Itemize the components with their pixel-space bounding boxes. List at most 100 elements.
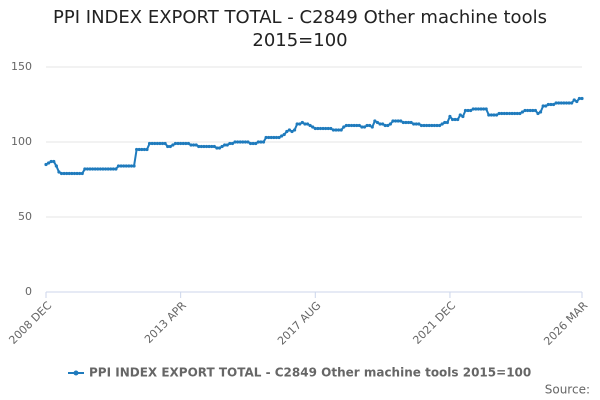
point [396, 119, 400, 123]
point [326, 126, 330, 131]
point [83, 167, 87, 171]
point [228, 141, 232, 146]
point [168, 144, 172, 149]
point [230, 141, 235, 146]
point [173, 141, 178, 146]
point [282, 132, 286, 137]
point [67, 171, 71, 176]
point [487, 113, 491, 117]
point [378, 122, 382, 126]
point [448, 114, 452, 119]
point [153, 141, 157, 146]
point [541, 104, 545, 108]
point [417, 122, 421, 126]
point [419, 123, 424, 128]
point [272, 135, 276, 140]
point [197, 144, 201, 149]
point [295, 122, 299, 126]
point [562, 101, 566, 105]
point [140, 147, 144, 152]
point [523, 108, 527, 113]
point [313, 126, 317, 131]
point [236, 140, 240, 144]
point [510, 111, 514, 116]
point [580, 96, 584, 101]
point [557, 101, 561, 105]
point [158, 141, 162, 146]
point [285, 129, 289, 134]
point [261, 140, 266, 144]
point [388, 122, 392, 126]
point [334, 128, 338, 132]
point [479, 107, 483, 111]
point [70, 171, 74, 176]
point [437, 123, 442, 128]
point [49, 159, 53, 164]
y-tick-label: 150 [11, 60, 32, 73]
point [78, 171, 82, 176]
point [274, 135, 279, 140]
point [135, 147, 139, 152]
point [163, 141, 167, 146]
point [331, 128, 336, 132]
point [300, 120, 304, 125]
point [461, 114, 465, 119]
y-tick-label: 50 [18, 210, 32, 223]
point [127, 164, 131, 168]
point [109, 167, 113, 171]
point [365, 123, 369, 128]
point [575, 99, 579, 104]
point [443, 120, 447, 125]
point [538, 110, 543, 114]
point [422, 123, 426, 128]
point [305, 122, 310, 126]
point [551, 102, 556, 107]
point [91, 167, 95, 171]
point [357, 123, 361, 128]
point [427, 123, 431, 128]
point [243, 140, 247, 144]
point [577, 96, 582, 101]
point [150, 141, 154, 146]
point [482, 107, 486, 111]
point [75, 171, 79, 176]
point [166, 144, 170, 149]
point [494, 113, 499, 117]
point [246, 140, 250, 144]
x-tick-label: 2013 APR [142, 299, 189, 346]
point [233, 140, 237, 144]
point [342, 125, 346, 129]
point [484, 107, 488, 111]
point [103, 167, 108, 171]
point [324, 126, 328, 131]
point [435, 123, 439, 128]
point [471, 107, 475, 111]
point [409, 120, 413, 125]
point [298, 122, 302, 126]
point [59, 171, 64, 176]
point [290, 129, 294, 134]
point [383, 123, 387, 128]
point [248, 141, 253, 146]
point [349, 123, 354, 128]
chart-title: PPI INDEX EXPORT TOTAL - C2849 Other mac… [53, 7, 547, 51]
point [321, 126, 325, 131]
point [122, 164, 126, 168]
point [54, 164, 58, 168]
point [111, 167, 115, 171]
point [52, 159, 56, 164]
point [65, 171, 69, 176]
point [96, 167, 100, 171]
point [44, 162, 48, 167]
point [137, 147, 141, 152]
point [189, 143, 193, 147]
point [453, 117, 457, 122]
point [368, 123, 372, 128]
series-line [45, 97, 582, 175]
point [184, 141, 188, 146]
y-tick-label: 0 [25, 285, 32, 298]
point [492, 113, 496, 117]
point [280, 134, 284, 138]
point [176, 141, 180, 146]
